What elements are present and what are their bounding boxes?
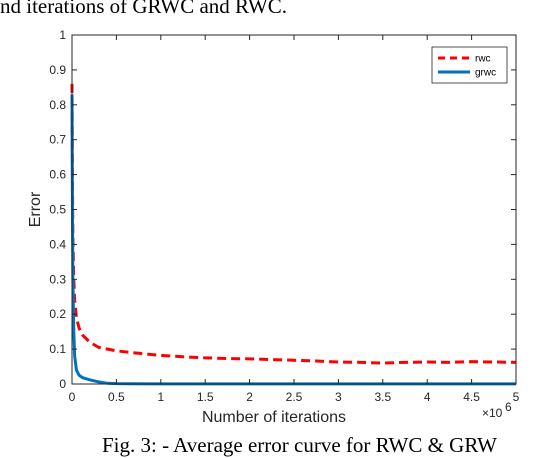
x-tick-label: 4 — [424, 390, 431, 404]
y-tick-label: 0.5 — [49, 203, 66, 217]
x-tick-label: 3.5 — [374, 390, 391, 404]
series-line-rwc — [70, 83, 517, 365]
top-caption: nd iterations of GRWC and RWC. — [0, 0, 287, 18]
y-tick-label: 0.8 — [49, 98, 66, 112]
x-tick-label: 1 — [157, 390, 164, 404]
figure-caption: Fig. 3: - Average error curve for RWC & … — [101, 433, 497, 457]
x-multiplier-label: ×10 — [482, 406, 503, 420]
plot-area — [70, 35, 517, 386]
x-multiplier-exponent: 6 — [505, 400, 512, 414]
y-tick-label: 0.7 — [49, 133, 66, 147]
x-tick-label: 2.5 — [286, 390, 303, 404]
legend-label-rwc: rwc — [475, 54, 491, 65]
x-tick-label: 5 — [513, 390, 520, 404]
legend: rwc grwc — [431, 46, 508, 84]
axes: 0 0.5 1 1.5 2 2.5 3 3.5 4 4.5 5 0 0.1 0.2 0.3 0.4 0.5 0.6… — [27, 28, 520, 426]
y-tick-label: 0.2 — [49, 307, 66, 321]
y-tick-label: 0.1 — [49, 342, 66, 356]
x-tick-label: 0 — [69, 390, 76, 404]
x-axis-title: Number of iterations — [202, 409, 346, 426]
y-tick-label: 0 — [59, 377, 66, 391]
legend-box — [431, 46, 508, 84]
legend-label-grwc: grwc — [475, 68, 496, 79]
y-tick-label: 0.3 — [49, 272, 66, 286]
x-tick-label: 4.5 — [463, 390, 480, 404]
y-axis-title: Error — [27, 191, 44, 227]
x-tick-label: 3 — [335, 390, 342, 404]
y-tick-label: 1 — [59, 28, 66, 42]
x-tick-label: 1.5 — [197, 390, 214, 404]
y-tick-label: 0.9 — [49, 63, 66, 77]
y-tick-label: 0.6 — [49, 168, 66, 182]
x-tick-label: 2 — [246, 390, 253, 404]
y-tick-label: 0.4 — [49, 237, 66, 251]
error-chart: 0 0.5 1 1.5 2 2.5 3 3.5 4 4.5 5 0 0.1 0.2 0.3 0.4 0.5 0.6… — [27, 28, 520, 426]
plot-background — [72, 35, 516, 384]
x-tick-label: 0.5 — [108, 390, 125, 404]
